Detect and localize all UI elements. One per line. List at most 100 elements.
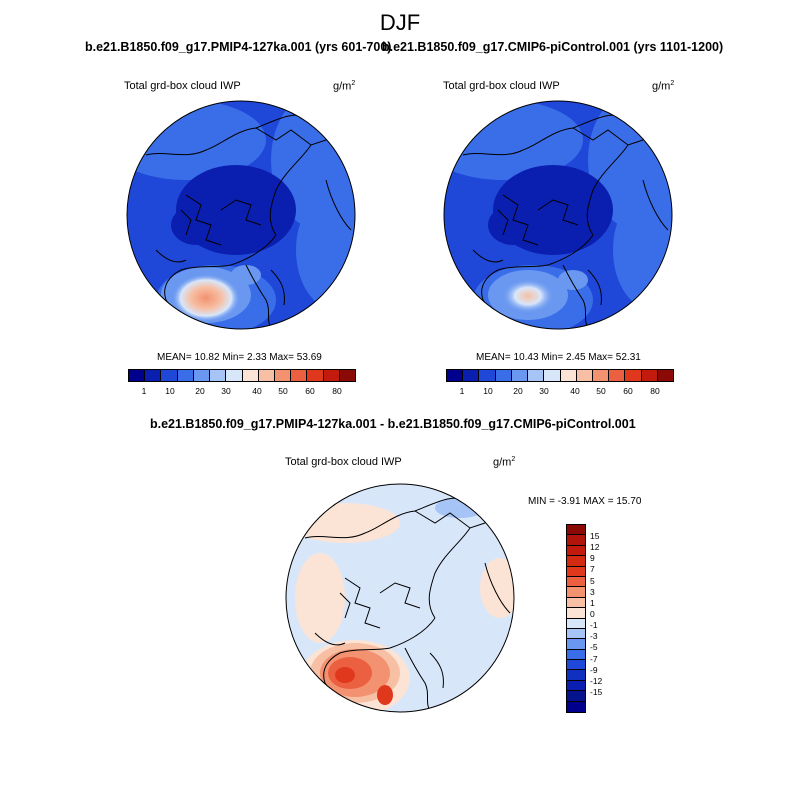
colorbar-swatch — [567, 660, 585, 671]
warm-anomaly-region — [502, 279, 554, 313]
panel-top-left-variable: Total grd-box cloud IWP — [124, 80, 241, 92]
colorbar-tick: -12 — [590, 675, 603, 686]
colorbar-swatch — [567, 587, 585, 598]
colorbar-tick: 1 — [590, 597, 595, 608]
map-top-right — [443, 100, 673, 330]
colorbar-swatch — [641, 370, 658, 381]
colorbar-swatch — [210, 370, 227, 381]
colorbar-tick: 9 — [590, 553, 595, 564]
colorbar-tick: 30 — [539, 386, 549, 396]
colorbar-swatch — [567, 597, 585, 609]
colorbar-swatch — [479, 370, 496, 381]
region-fill — [377, 685, 393, 705]
colorbar-tick: 50 — [278, 386, 288, 396]
colorbar-tick: 60 — [623, 386, 633, 396]
figure-title: DJF — [379, 10, 421, 35]
colorbar-swatch — [193, 370, 211, 381]
region-fill — [613, 190, 672, 310]
panel-top-right-units: g/m2 — [652, 80, 675, 93]
colorbar-swatch — [258, 370, 275, 381]
panel-bottom-units: g/m2 — [493, 456, 516, 469]
colorbar-swatch — [567, 639, 585, 650]
colorbar-swatch — [145, 370, 162, 381]
panel-bottom-title: b.e21.B1850.f09_g17.PMIP4-127ka.001 - b.… — [150, 417, 636, 431]
colorbar-top-right — [446, 369, 674, 382]
colorbar-swatch — [567, 608, 585, 619]
colorbar-swatch — [544, 370, 561, 381]
colorbar-swatch — [447, 370, 464, 381]
colorbar-swatch — [274, 370, 292, 381]
colorbar-swatch — [567, 576, 585, 588]
colorbar-top-left — [128, 369, 356, 382]
colorbar-tick: -15 — [590, 687, 603, 697]
colorbar-swatch — [609, 370, 626, 381]
colorbar-tick: 40 — [252, 386, 262, 396]
colorbar-tick: 7 — [590, 564, 595, 575]
colorbar-swatch — [323, 370, 340, 381]
region-fill — [480, 558, 514, 618]
colorbar-tick: 80 — [332, 386, 342, 396]
colorbar-swatch — [567, 670, 585, 681]
region-fill — [295, 553, 345, 643]
region-fill — [558, 270, 588, 290]
colorbar-swatch — [291, 370, 308, 381]
panel-top-right-variable: Total grd-box cloud IWP — [443, 80, 560, 92]
region-fill — [296, 190, 355, 310]
panel-bottom-stats: MIN = -3.91 MAX = 15.70 — [528, 496, 642, 507]
colorbar-tick: 80 — [650, 386, 660, 396]
colorbar-tick: 0 — [590, 609, 595, 619]
colorbar-tick: 20 — [513, 386, 523, 396]
colorbar-tick: 15 — [590, 531, 600, 541]
colorbar-swatch — [567, 701, 585, 713]
colorbar-swatch — [567, 545, 585, 557]
panel-top-left-title: b.e21.B1850.f09_g17.PMIP4-127ka.001 (yrs… — [85, 40, 392, 54]
colorbar-swatch — [657, 370, 674, 381]
map-top-left — [126, 100, 356, 330]
map-difference — [285, 483, 515, 713]
colorbar-swatch — [625, 370, 642, 381]
colorbar-tick: 10 — [165, 386, 175, 396]
colorbar-swatch — [307, 370, 324, 381]
panel-top-right-stats: MEAN= 10.43 Min= 2.45 Max= 52.31 — [476, 352, 641, 363]
colorbar-swatch — [592, 370, 610, 381]
colorbar-swatch — [576, 370, 593, 381]
colorbar-swatch — [511, 370, 529, 381]
colorbar-swatch — [528, 370, 545, 381]
colorbar-difference — [566, 524, 586, 714]
panel-top-left-units: g/m2 — [333, 80, 356, 93]
warm-anomaly-region — [172, 274, 240, 322]
colorbar-swatch — [339, 370, 356, 381]
region-fill — [488, 205, 538, 245]
colorbar-tick: 50 — [596, 386, 606, 396]
colorbar-tick: 60 — [305, 386, 315, 396]
colorbar-swatch — [226, 370, 243, 381]
colorbar-tick: -9 — [590, 664, 598, 675]
panel-top-left-stats: MEAN= 10.82 Min= 2.33 Max= 53.69 — [157, 352, 322, 363]
region-fill — [231, 265, 261, 285]
colorbar-swatch — [567, 566, 585, 577]
region-fill — [335, 667, 355, 683]
colorbar-tick: 3 — [590, 586, 595, 597]
colorbar-tick: 20 — [195, 386, 205, 396]
colorbar-swatch — [567, 556, 585, 567]
panel-bottom-variable: Total grd-box cloud IWP — [285, 456, 402, 468]
colorbar-swatch — [129, 370, 146, 381]
colorbar-swatch — [567, 628, 585, 640]
colorbar-swatch — [242, 370, 259, 381]
colorbar-swatch — [495, 370, 512, 381]
colorbar-swatch — [463, 370, 480, 381]
panel-top-right-title: b.e21.B1850.f09_g17.CMIP6-piControl.001 … — [382, 40, 724, 54]
colorbar-swatch — [567, 680, 585, 692]
colorbar-tick: 10 — [483, 386, 493, 396]
colorbar-swatch — [567, 691, 585, 702]
colorbar-tick: -7 — [590, 653, 598, 664]
colorbar-swatch — [567, 535, 585, 546]
colorbar-swatch — [567, 525, 585, 536]
colorbar-tick: -5 — [590, 642, 598, 653]
colorbar-swatch — [161, 370, 178, 381]
colorbar-tick: 40 — [570, 386, 580, 396]
colorbar-swatch — [567, 649, 585, 661]
region-fill — [171, 205, 221, 245]
colorbar-tick: 12 — [590, 542, 600, 553]
colorbar-tick: 5 — [590, 575, 595, 586]
